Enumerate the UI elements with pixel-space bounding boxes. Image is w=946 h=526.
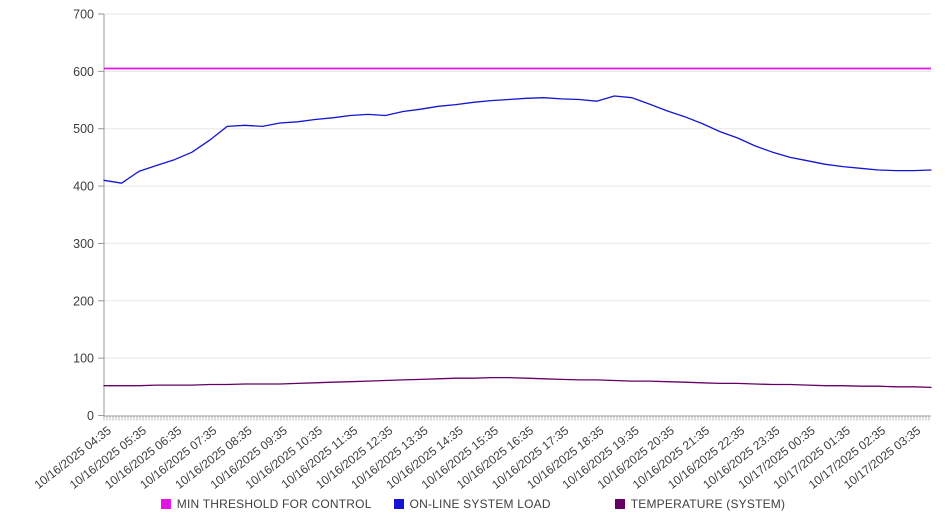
legend-item-on-line-system-load[interactable]: ON-LINE SYSTEM LOAD [393, 497, 551, 511]
y-tick-label: 300 [73, 237, 94, 251]
series-line-on-line-system-load [103, 95, 932, 184]
legend-item-temperature-system[interactable]: TEMPERATURE (SYSTEM) [614, 497, 786, 511]
chart-legend: MIN THRESHOLD FOR CONTROL ON-LINE SYSTEM… [0, 497, 946, 511]
x-minor-ticks [103, 416, 930, 421]
legend-label-temperature: TEMPERATURE (SYSTEM) [630, 497, 786, 511]
y-tick-label: 400 [73, 180, 94, 194]
legend-swatch-min-threshold-icon [160, 499, 171, 509]
y-tick-label: 500 [73, 122, 94, 136]
legend-label-min-threshold: MIN THRESHOLD FOR CONTROL [176, 497, 372, 511]
y-tick-label: 600 [73, 65, 94, 79]
legend-swatch-temperature-icon [614, 499, 625, 509]
y-tick-label: 200 [73, 294, 94, 308]
legend-label-system-load: ON-LINE SYSTEM LOAD [409, 497, 551, 511]
gridlines [98, 13, 931, 416]
y-axis-labels: 0 100 200 300 400 500 600 700 [73, 8, 94, 424]
y-tick-label: 100 [73, 352, 94, 366]
y-tick-label: 0 [87, 409, 94, 423]
y-tick-label: 700 [73, 8, 94, 22]
axes [103, 14, 931, 417]
plot-wrapper: 0 100 200 300 400 500 600 700 10/16/2025 04:35 10… [32, 8, 932, 492]
plot-area: 0 100 200 300 400 500 600 700 10/16/2025 04:3510… [32, 8, 932, 492]
legend-item-min-threshold-for-control[interactable]: MIN THRESHOLD FOR CONTROL [160, 497, 372, 511]
legend-swatch-system-load-icon [393, 499, 404, 509]
series-line-temperature-system [103, 376, 932, 389]
